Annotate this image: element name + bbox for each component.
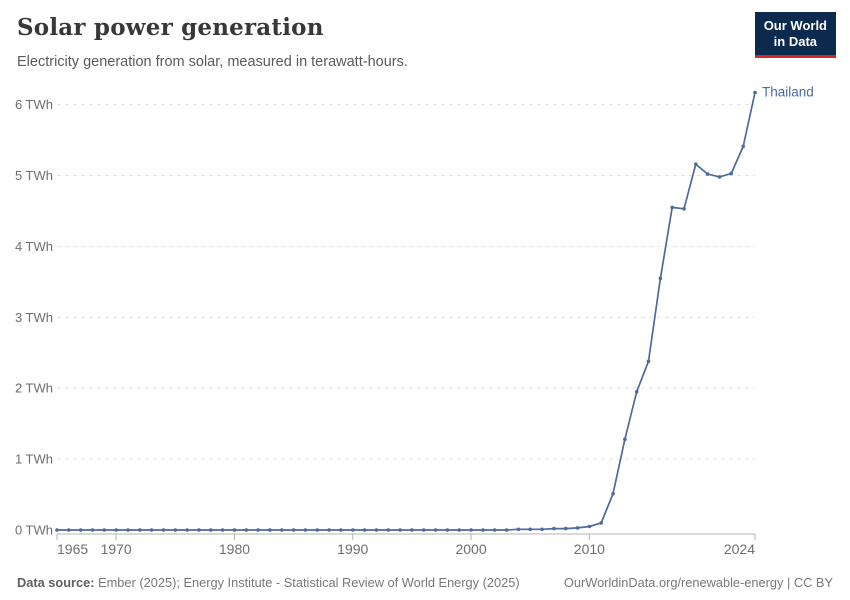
data-point [78,528,83,532]
data-point [611,492,615,496]
data-point [410,528,414,532]
data-point [138,528,142,532]
data-point [540,527,544,532]
chart-footer: Data source: Ember (2025); Energy Instit… [17,575,833,590]
data-point [339,528,343,532]
data-point [587,524,592,529]
y-axis-tick-label: 4 TWh [15,239,53,254]
data-point [55,528,59,532]
data-point [197,528,201,532]
owid-url-link[interactable]: OurWorldinData.org/renewable-energy | CC… [563,575,833,590]
data-point [126,528,130,532]
x-axis-tick-label: 1990 [337,541,368,557]
owid-logo[interactable]: Our World in Data [754,12,836,59]
data-point [445,528,450,532]
x-axis-tick-label: 2024 [724,541,755,557]
y-axis-tick-label: 0 TWh [15,523,53,538]
data-point [741,144,745,149]
data-point [268,528,272,532]
data-source-text: Ember (2025); Energy Institute - Statist… [98,575,520,590]
data-point [504,528,509,532]
data-source-label: Data source: [17,575,95,590]
owid-logo-line2: in Data [773,33,818,49]
data-point [492,528,497,532]
y-axis-tick-label: 3 TWh [15,310,53,325]
data-point [374,528,379,532]
data-point [670,205,674,210]
data-point [433,528,438,532]
data-point [291,528,296,532]
x-axis-tick-label: 2000 [455,541,486,557]
line-chart-plot: 0 TWh 1 TWh 2 TWh 3 TWh 4 TWh 5 TWh 6 TWh 1965 1… [15,85,814,557]
data-point [717,175,722,179]
data-point [303,528,308,532]
data-point [552,526,556,531]
data-point [481,528,485,532]
data-point [599,521,603,525]
data-source-note: Data source: Ember (2025); Energy Instit… [17,575,520,590]
series-end-label: Thailand [762,85,814,100]
data-point [220,528,225,532]
data-point [185,528,189,532]
data-point [386,528,391,532]
data-point [351,528,355,532]
x-axis-tick-label: 2010 [574,541,605,557]
data-point [469,528,473,532]
data-point [658,276,663,281]
data-point [575,526,580,530]
data-point [67,528,71,532]
y-axis-tick-label: 2 TWh [15,381,53,396]
data-point [209,528,213,532]
data-point [90,528,95,532]
data-point [646,359,651,364]
chart-subtitle: Electricity generation from solar, measu… [17,54,408,70]
data-point [753,90,757,95]
data-point [232,528,237,532]
data-point [149,528,154,532]
x-axis-tick-label: 1980 [219,541,250,557]
y-axis-tick-label: 6 TWh [15,97,53,112]
data-point [634,389,639,394]
y-axis-tick-label: 1 TWh [15,452,53,467]
data-point [244,528,249,532]
data-point [563,526,568,531]
data-point [161,528,166,532]
y-axis-tick-label: 5 TWh [15,168,53,183]
data-point [114,528,118,532]
x-axis-tick-label: 1970 [101,541,132,557]
data-point [280,528,284,532]
data-point [623,437,627,442]
data-point [362,528,367,532]
page-title: Solar power generation [17,14,324,41]
owid-logo-line1: Our World [763,18,827,33]
x-axis-tick-label: 1965 [57,541,88,557]
data-point [694,162,698,166]
data-point [421,528,426,532]
data-point [327,528,331,532]
data-point [398,528,402,532]
data-point [315,528,320,532]
data-point [102,528,107,532]
data-point [528,527,532,532]
data-point [173,528,178,532]
data-point [457,528,462,532]
data-point [705,172,710,176]
data-point [682,207,686,211]
series-line [56,91,756,531]
data-point [729,171,734,176]
data-point [516,527,521,532]
data-point [256,528,260,532]
